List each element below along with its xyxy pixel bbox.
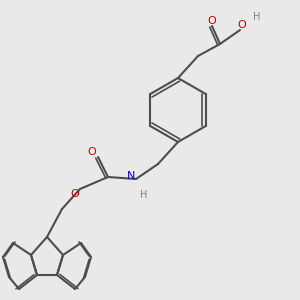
- Text: H: H: [140, 190, 148, 200]
- Text: N: N: [127, 171, 135, 181]
- Text: H: H: [253, 12, 261, 22]
- Text: O: O: [238, 20, 246, 30]
- Text: O: O: [208, 16, 216, 26]
- Text: O: O: [70, 189, 80, 199]
- Text: O: O: [88, 147, 96, 157]
